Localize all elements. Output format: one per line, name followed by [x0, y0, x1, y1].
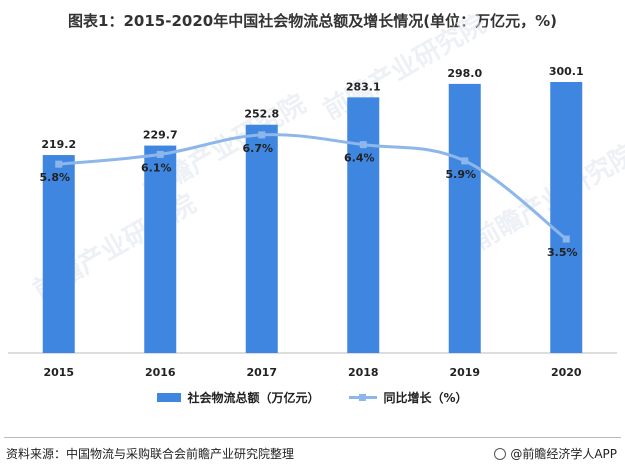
bar-value-label-2019: 298.0	[447, 67, 482, 80]
brand-text: @前瞻经济学人APP	[510, 447, 617, 461]
brand-logo-icon	[494, 447, 507, 460]
x-tick-label-2015: 2015	[43, 366, 74, 379]
bar-value-label-2017: 252.8	[244, 108, 279, 121]
legend-label-line: 同比增长（%）	[383, 391, 468, 405]
growth-point-2017	[258, 131, 266, 139]
bar-2016	[144, 145, 177, 353]
source-note: 资料来源：中国物流与采购联合会前瞻产业研究院整理	[6, 447, 295, 461]
x-tick-label-2016: 2016	[145, 366, 176, 379]
legend-item-line: 同比增长（%）	[349, 389, 468, 406]
legend-item-bar: 社会物流总额（万亿元）	[157, 389, 319, 406]
x-tick-label-2020: 2020	[551, 366, 582, 379]
bar-2015	[42, 155, 75, 353]
growth-line	[58, 133, 568, 241]
growth-value-label-2017: 6.7%	[242, 142, 273, 155]
bar-2019	[448, 83, 481, 354]
legend-swatch-bar	[157, 393, 182, 402]
bar-2017	[245, 124, 278, 353]
growth-value-label-2020: 3.5%	[547, 246, 578, 259]
growth-point-2019	[461, 157, 469, 165]
watermark-text: 前瞻产业研究院	[468, 138, 625, 256]
bar-value-label-2018: 283.1	[346, 80, 381, 93]
growth-value-label-2018: 6.4%	[344, 152, 375, 165]
x-tick-label-2019: 2019	[449, 366, 480, 379]
x-tick-label-2018: 2018	[348, 366, 379, 379]
bar-value-label-2015: 219.2	[41, 138, 76, 151]
bar-value-label-2020: 300.1	[549, 65, 584, 78]
growth-point-2020	[562, 235, 570, 243]
bar-2020	[550, 82, 583, 353]
growth-value-label-2016: 6.1%	[141, 161, 172, 174]
growth-value-label-2015: 5.8%	[39, 171, 70, 184]
growth-point-2016	[156, 150, 164, 158]
growth-point-2018	[359, 141, 367, 149]
legend: 社会物流总额（万亿元） 同比增长（%）	[0, 389, 625, 406]
footer-divider	[4, 437, 621, 438]
chart-title: 图表1：2015-2020年中国社会物流总额及增长情况(单位：万亿元，%)	[68, 12, 557, 30]
x-tick-label-2017: 2017	[246, 366, 277, 379]
brand-credit: @前瞻经济学人APP	[494, 445, 617, 462]
growth-point-2015	[55, 160, 63, 168]
bar-2018	[347, 97, 380, 353]
legend-swatch-line	[349, 393, 378, 402]
legend-label-bar: 社会物流总额（万亿元）	[187, 391, 320, 405]
bar-value-label-2016: 229.7	[143, 129, 178, 142]
growth-value-label-2019: 5.9%	[445, 168, 476, 181]
